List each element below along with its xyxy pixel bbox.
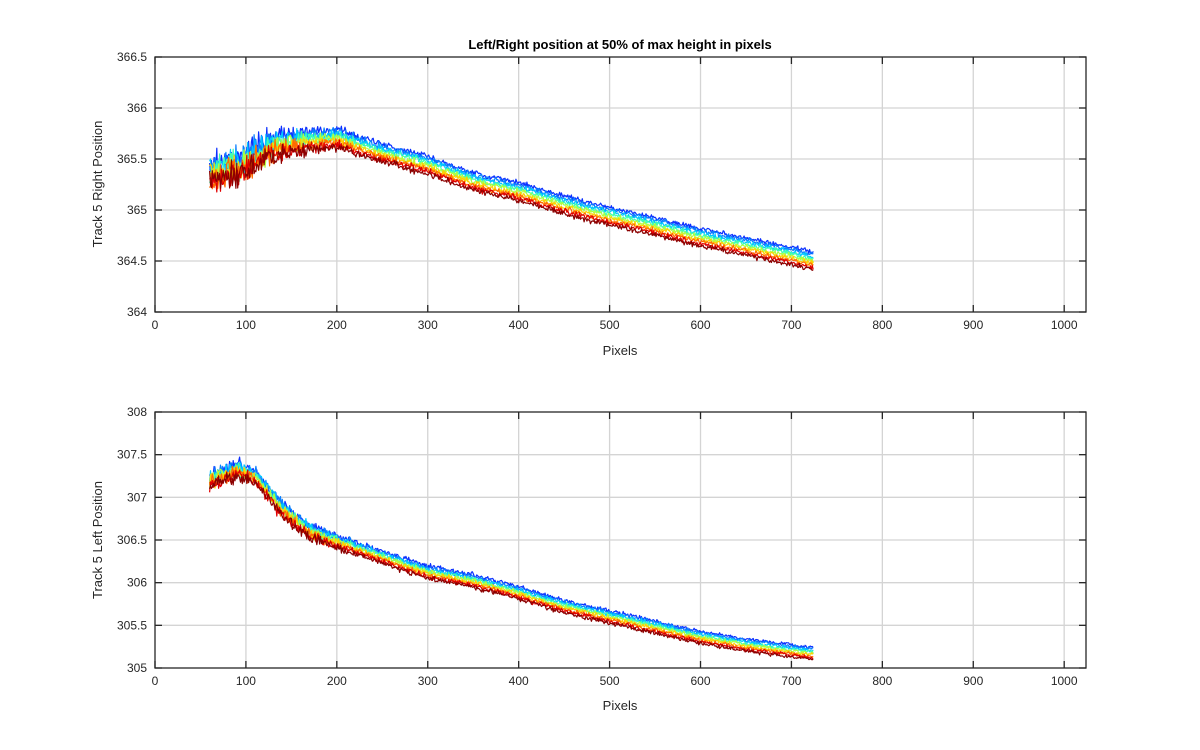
x-tick-label: 600 bbox=[690, 318, 710, 332]
axes-box bbox=[154, 56, 1087, 313]
right-position-panel: 0 100 200 300 400 500 600 700 800 900 1000 364 364.5… bbox=[90, 37, 1087, 358]
x-tick-label: 500 bbox=[600, 318, 620, 332]
y-tick-label: 365.5 bbox=[117, 152, 147, 166]
x-tick-label: 700 bbox=[781, 318, 801, 332]
series-line-3 bbox=[209, 128, 814, 259]
x-tick-label: 300 bbox=[418, 318, 438, 332]
series-group bbox=[209, 456, 814, 661]
y-tick-label: 364 bbox=[127, 305, 147, 319]
x-tick-label: 200 bbox=[327, 318, 347, 332]
left-position-panel: 0 100 200 300 400 500 600 700 800 900 1000 305 305.5… bbox=[90, 405, 1087, 713]
x-tick-label: 900 bbox=[963, 674, 983, 688]
x-tick-label: 1000 bbox=[1051, 674, 1078, 688]
series-group bbox=[209, 125, 814, 271]
y-tick-label: 307.5 bbox=[117, 448, 147, 462]
series-line-9 bbox=[209, 472, 814, 661]
plot-area-background bbox=[155, 57, 1086, 312]
x-tick-label: 0 bbox=[152, 674, 159, 688]
y-tick-label: 366.5 bbox=[117, 50, 147, 64]
x-tick-label: 400 bbox=[509, 318, 529, 332]
y-tick-label: 305 bbox=[127, 661, 147, 675]
x-tick-label: 200 bbox=[327, 674, 347, 688]
series-line-1 bbox=[209, 125, 814, 255]
y-tick-label: 365 bbox=[127, 203, 147, 217]
x-tick-label: 800 bbox=[872, 674, 892, 688]
y-tick-label: 306 bbox=[127, 576, 147, 590]
x-tick-label: 600 bbox=[690, 674, 710, 688]
x-axis-label: Pixels bbox=[603, 698, 638, 713]
y-tick-label: 306.5 bbox=[117, 533, 147, 547]
x-tick-label: 500 bbox=[600, 674, 620, 688]
tick-labels: 0 100 200 300 400 500 600 700 800 900 1000 364 364.5… bbox=[117, 50, 1078, 332]
x-tick-label: 400 bbox=[509, 674, 529, 688]
y-tick-label: 366 bbox=[127, 101, 147, 115]
y-tick-label: 305.5 bbox=[117, 618, 147, 632]
series-line-8 bbox=[209, 469, 814, 659]
x-tick-label: 0 bbox=[152, 318, 159, 332]
grid bbox=[155, 57, 1086, 312]
x-tick-label: 100 bbox=[236, 674, 256, 688]
x-tick-label: 800 bbox=[872, 318, 892, 332]
x-axis-label: Pixels bbox=[603, 343, 638, 358]
tick-marks bbox=[154, 56, 1086, 313]
x-tick-label: 700 bbox=[781, 674, 801, 688]
x-tick-label: 300 bbox=[418, 674, 438, 688]
y-tick-label: 308 bbox=[127, 405, 147, 419]
x-tick-label: 1000 bbox=[1051, 318, 1078, 332]
x-tick-label: 900 bbox=[963, 318, 983, 332]
x-tick-label: 100 bbox=[236, 318, 256, 332]
chart-title: Left/Right position at 50% of max height… bbox=[468, 37, 771, 52]
grid bbox=[155, 412, 1086, 668]
tick-marks bbox=[154, 411, 1086, 669]
y-axis-label: Track 5 Right Position bbox=[90, 121, 105, 248]
y-tick-label: 364.5 bbox=[117, 254, 147, 268]
y-axis-label: Track 5 Left Position bbox=[90, 481, 105, 599]
series-line-9 bbox=[209, 142, 814, 271]
tick-labels: 0 100 200 300 400 500 600 700 800 900 1000 305 305.5… bbox=[117, 405, 1078, 688]
y-tick-label: 307 bbox=[127, 490, 147, 504]
